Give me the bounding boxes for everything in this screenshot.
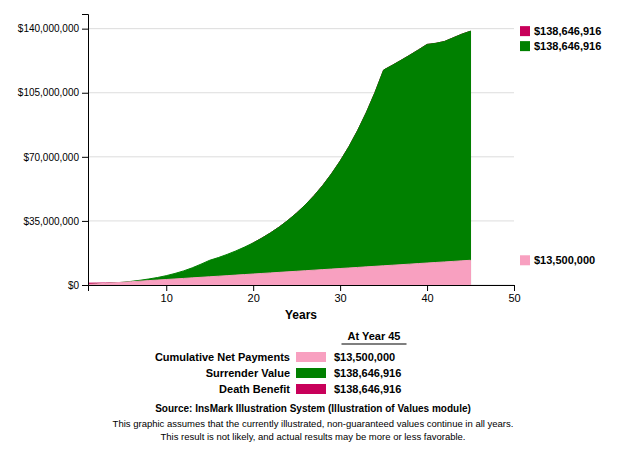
note: This graphic assumes that the currently … xyxy=(113,418,514,429)
end-labels: $138,646,916 $138,646,916 $13,500,000 xyxy=(520,25,601,266)
end-label: $138,646,916 xyxy=(534,40,601,52)
end-label: $13,500,000 xyxy=(534,254,595,266)
y-axis: $0 $35,000,000 $70,000,000 $105,000,000 $140… xyxy=(18,15,89,291)
tick-mark xyxy=(514,285,515,291)
legend-value: $138,646,916 xyxy=(334,383,401,395)
tick-mark xyxy=(340,285,341,291)
tick-label: $0 xyxy=(68,280,80,291)
tick-label: $70,000,000 xyxy=(23,152,79,163)
plot-area xyxy=(88,31,471,285)
legend-swatch xyxy=(296,352,326,362)
end-label: $138,646,916 xyxy=(534,25,601,37)
axis-line xyxy=(89,286,515,292)
area xyxy=(88,31,471,285)
note: This result is not likely, and actual re… xyxy=(160,431,465,442)
axis-line xyxy=(82,15,89,286)
tick-label: 30 xyxy=(334,292,346,304)
legend-underline xyxy=(341,343,406,344)
grid-line xyxy=(88,28,514,29)
legend-title: At Year 45 xyxy=(347,330,400,342)
source: Source: InsMark Illustration System (Ill… xyxy=(155,403,471,414)
tick: $70,000,000 xyxy=(23,152,88,163)
tick-label: $35,000,000 xyxy=(23,216,79,227)
legend-value: $13,500,000 xyxy=(334,351,395,363)
legend-label: Death Benefit xyxy=(219,383,290,395)
end-label-swatch xyxy=(520,26,530,36)
tick-mark xyxy=(427,285,428,291)
tick-mark xyxy=(253,285,254,291)
end-label-swatch xyxy=(520,255,530,265)
tick: 50 xyxy=(508,285,520,304)
legend: At Year 45 Cumulative Net Payments $13,500… xyxy=(155,330,407,395)
area xyxy=(88,260,471,285)
tick-mark xyxy=(166,285,167,291)
tick-mark xyxy=(82,157,88,158)
tick: 10 xyxy=(161,285,173,304)
chart: 10 20 30 40 50 $0 $35,000,000 $70,000,000 $105,0… xyxy=(0,0,626,454)
tick-mark xyxy=(82,93,88,94)
legend-value: $138,646,916 xyxy=(334,367,401,379)
x-axis: 10 20 30 40 50 xyxy=(89,285,521,304)
legend-swatch xyxy=(296,384,326,394)
tick-label: 20 xyxy=(248,292,260,304)
tick: 40 xyxy=(421,285,433,304)
legend-swatch xyxy=(296,368,326,378)
end-label-swatch xyxy=(520,41,530,51)
legend-label: Cumulative Net Payments xyxy=(155,351,290,363)
tick: $105,000,000 xyxy=(18,87,88,98)
tick: $0 xyxy=(68,280,88,291)
legend-label: Surrender Value xyxy=(206,367,290,379)
tick-label: 10 xyxy=(161,292,173,304)
axis-title: Years xyxy=(285,308,317,322)
tick-label: 40 xyxy=(421,292,433,304)
tick: 20 xyxy=(248,285,260,304)
tick-label: $105,000,000 xyxy=(18,87,80,98)
tick-label: $140,000,000 xyxy=(18,23,80,34)
tick-label: 50 xyxy=(508,292,520,304)
tick: $35,000,000 xyxy=(23,216,88,227)
area xyxy=(88,31,471,285)
tick: $140,000,000 xyxy=(18,23,88,34)
tick-mark xyxy=(82,29,88,30)
grid xyxy=(88,29,514,285)
tick: 30 xyxy=(334,285,346,304)
tick-mark xyxy=(82,285,88,286)
tick-mark xyxy=(82,221,88,222)
